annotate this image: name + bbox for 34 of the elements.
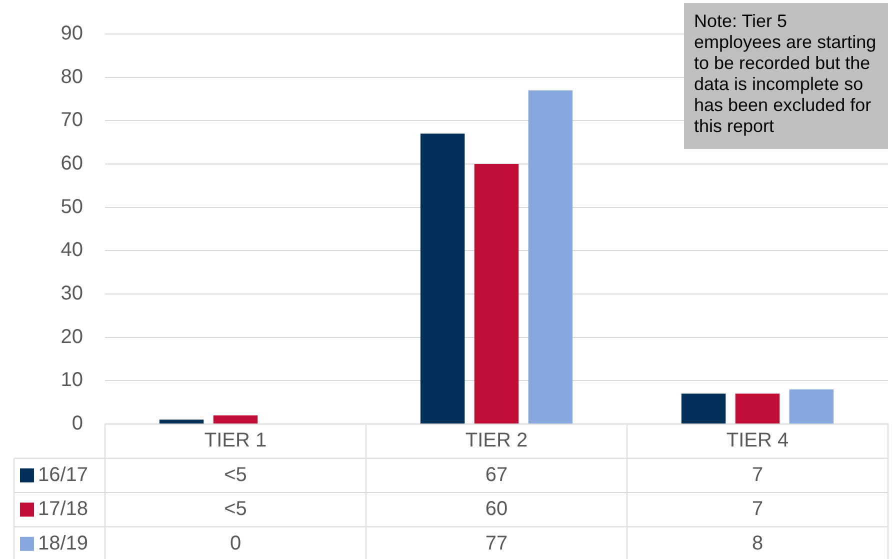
bar <box>789 389 834 424</box>
bar <box>474 164 519 424</box>
bar <box>681 394 726 424</box>
data-label: 60 <box>485 498 508 520</box>
legend-label: 17/18 <box>38 498 88 520</box>
y-tick-label: 80 <box>60 66 83 88</box>
y-tick-label: 40 <box>60 239 83 262</box>
data-label: 7 <box>752 498 764 520</box>
y-tick-label: 0 <box>72 412 83 435</box>
x-tick-label: TIER 1 <box>204 430 267 452</box>
y-tick-label: 30 <box>60 282 83 305</box>
y-tick-label: 50 <box>60 196 83 218</box>
data-label: 8 <box>752 532 764 554</box>
x-tick-label: TIER 2 <box>465 430 528 452</box>
data-label: 0 <box>230 532 242 554</box>
bar <box>735 394 780 424</box>
data-label: <5 <box>224 498 247 520</box>
data-label: <5 <box>224 464 247 486</box>
y-tick-label: 10 <box>60 369 83 392</box>
legend-label: 16/17 <box>38 464 88 486</box>
y-tick-label: 90 <box>60 22 83 45</box>
y-tick-label: 70 <box>60 109 83 132</box>
bar <box>420 134 465 424</box>
bar <box>159 420 204 424</box>
data-label: 77 <box>485 532 508 554</box>
y-tick-label: 60 <box>60 152 83 175</box>
data-label: 7 <box>752 464 764 486</box>
annotation: Note: Tier 5 employees are starting to be recorded but the data is incomplete so has been excluded for this report <box>694 10 876 136</box>
y-tick-label: 20 <box>60 326 83 348</box>
bar <box>528 90 573 424</box>
x-tick-label: TIER 4 <box>726 430 789 452</box>
legend-label: 18/19 <box>38 532 88 554</box>
bar <box>213 415 258 424</box>
data-label: 67 <box>485 464 508 486</box>
